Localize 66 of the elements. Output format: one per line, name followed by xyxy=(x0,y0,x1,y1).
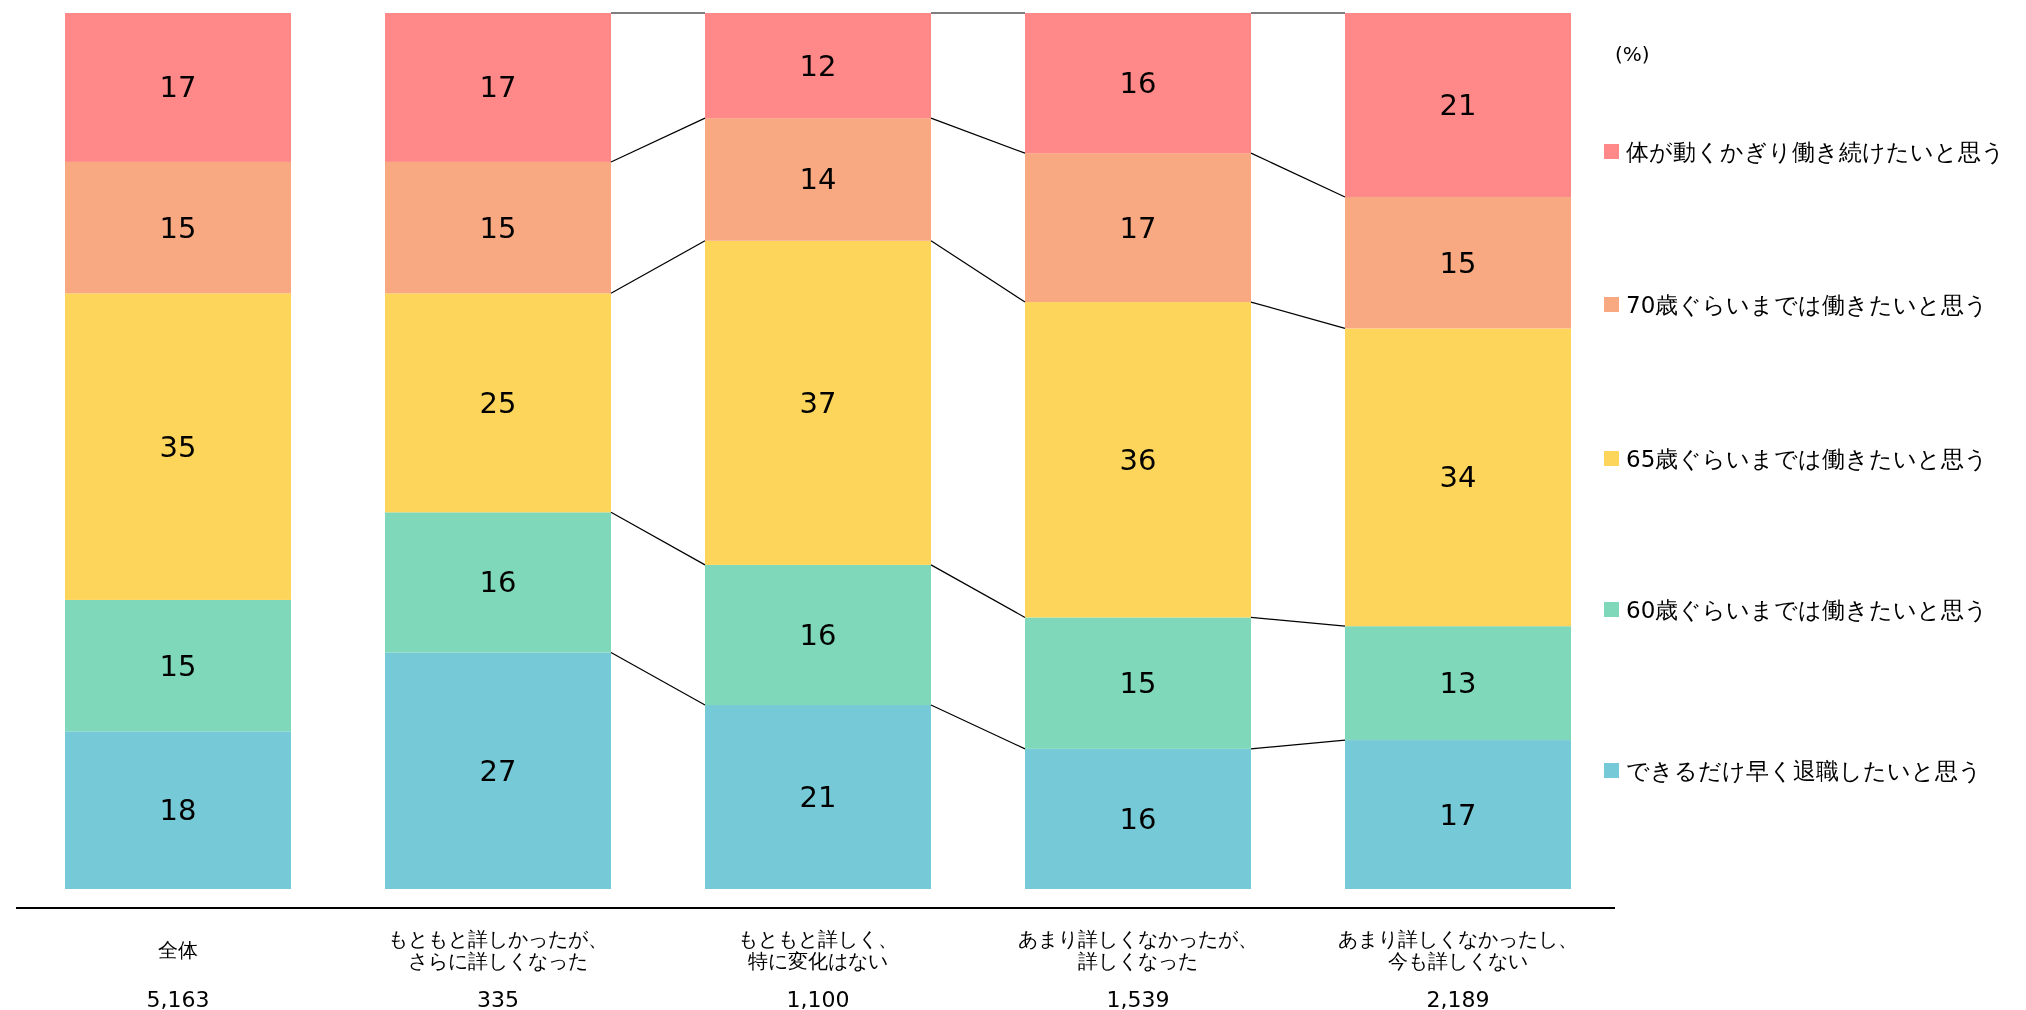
bar xyxy=(385,652,611,889)
bar xyxy=(385,13,611,162)
data-label: 21 xyxy=(1439,87,1477,122)
bar xyxy=(385,161,611,294)
legend-label: 70歳ぐらいまでは働きたいと思う xyxy=(1626,292,1989,318)
bar xyxy=(705,240,931,565)
data-label: 16 xyxy=(799,617,837,652)
bar xyxy=(705,13,931,119)
bar xyxy=(1025,13,1251,154)
bar xyxy=(1345,328,1571,627)
text: 335 xyxy=(477,986,519,1010)
y-axis-title: (%) xyxy=(1615,42,1650,66)
bar xyxy=(1025,748,1251,889)
data-label: 17 xyxy=(1439,797,1477,832)
data-label: 36 xyxy=(1119,442,1157,477)
text: 1,100 xyxy=(786,986,850,1010)
data-label: 15 xyxy=(479,210,517,245)
legend-label: できるだけ早く退職したいと思う xyxy=(1626,758,1982,784)
text: 1,539 xyxy=(1106,986,1170,1010)
bar xyxy=(385,512,611,653)
legend-label: 60歳ぐらいまでは働きたいと思う xyxy=(1626,597,1989,623)
text: 5,163 xyxy=(146,986,210,1010)
data-label: 16 xyxy=(479,565,517,600)
data-label: 15 xyxy=(1439,245,1477,280)
data-label: 27 xyxy=(479,753,517,788)
data-label: 13 xyxy=(1439,666,1477,701)
bar xyxy=(1025,617,1251,749)
legend-label: 体が動くかぎり働き続けたいと思う xyxy=(1626,139,2005,165)
data-label: 14 xyxy=(799,162,837,197)
legend-label: 65歳ぐらいまでは働きたいと思う xyxy=(1626,446,1989,472)
bar xyxy=(1345,196,1571,329)
text: 2,189 xyxy=(1426,986,1490,1010)
bar xyxy=(1345,740,1571,889)
x-tick-label: あまり詳しくなかったが、詳しくなった xyxy=(1018,927,1258,973)
data-label: 37 xyxy=(799,385,837,420)
bar xyxy=(705,705,931,889)
data-label: 12 xyxy=(799,48,837,83)
data-label: 17 xyxy=(479,70,517,105)
data-label: 35 xyxy=(159,429,197,464)
bar xyxy=(65,731,291,889)
bar xyxy=(1025,153,1251,303)
x-tick-label: 全体 xyxy=(158,938,198,962)
data-label: 34 xyxy=(1439,460,1477,495)
data-label: 21 xyxy=(799,780,837,815)
bar xyxy=(385,293,611,513)
data-label: 25 xyxy=(479,385,517,420)
data-label: 15 xyxy=(1119,666,1157,701)
data-label: 17 xyxy=(1119,210,1157,245)
data-label: 16 xyxy=(1119,66,1157,101)
bar xyxy=(65,161,291,294)
bar xyxy=(1345,13,1571,197)
data-label: 15 xyxy=(159,648,197,683)
bar xyxy=(65,293,291,600)
bar xyxy=(705,564,931,706)
data-label: 17 xyxy=(159,70,197,105)
bar xyxy=(65,599,291,732)
bar xyxy=(705,118,931,241)
x-tick-label: もともと詳しかったが、さらに詳しくなった xyxy=(388,927,608,973)
data-label: 18 xyxy=(159,793,197,828)
x-tick-label: もともと詳しく、特に変化はない xyxy=(738,927,898,973)
data-label: 16 xyxy=(1119,801,1157,836)
bar xyxy=(65,13,291,162)
bar xyxy=(1025,302,1251,618)
x-tick-label: あまり詳しくなかったし、今も詳しくない xyxy=(1338,927,1578,973)
bar xyxy=(1345,626,1571,741)
data-label: 15 xyxy=(159,210,197,245)
